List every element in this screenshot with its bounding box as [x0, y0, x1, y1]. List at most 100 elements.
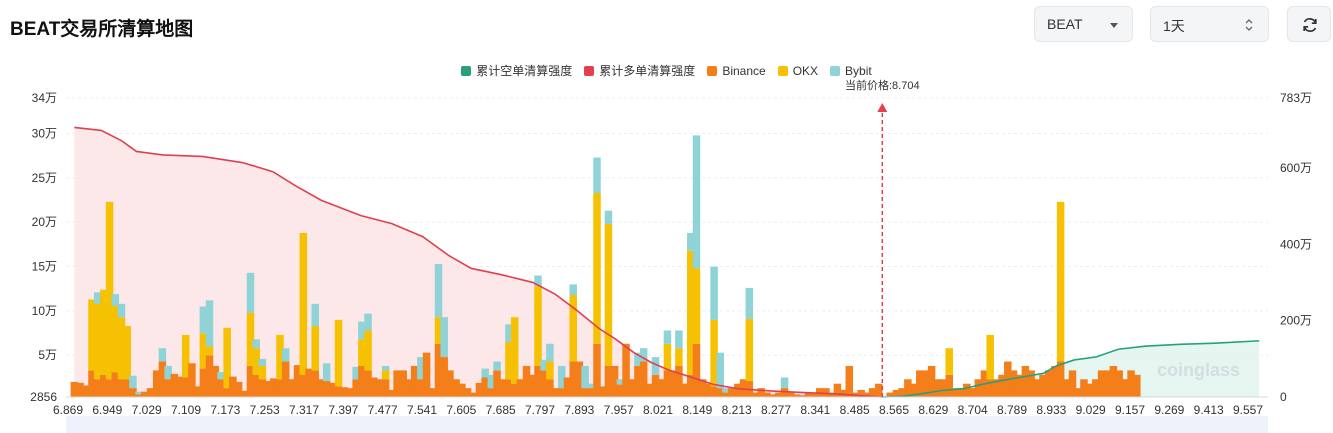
long-cum-area [74, 127, 883, 398]
x-tick-label: 8.341 [800, 403, 830, 417]
bar-binance [581, 388, 589, 397]
bar-binance [998, 374, 1006, 397]
bar-binance [616, 384, 625, 397]
x-tick-label: 8.704 [958, 403, 988, 417]
bar-binance [687, 374, 695, 397]
legend-item-short_cum[interactable]: 累计空单清算强度 [461, 62, 572, 79]
bar-bybit [281, 348, 290, 362]
x-tick-label: 8.933 [1036, 403, 1066, 417]
bar-bybit [692, 135, 701, 269]
bar-binance [757, 388, 765, 397]
bar-binance [287, 379, 296, 397]
bar-bybit [616, 379, 625, 385]
legend-label: Bybit [845, 63, 872, 78]
bar-binance [1039, 374, 1047, 397]
bar-binance [927, 365, 936, 397]
current-price-marker: 当前价格:8.704 [845, 78, 920, 397]
bar-binance [598, 386, 607, 397]
bar-binance [692, 343, 701, 397]
bar-bybit [604, 210, 613, 225]
bar-binance [657, 379, 666, 397]
long-cum-line [74, 126, 883, 398]
legend-item-long_cum[interactable]: 累计多单清算强度 [584, 62, 695, 79]
legend-swatch [707, 65, 718, 76]
bar-binance [217, 379, 225, 397]
period-select[interactable]: 1天 [1150, 6, 1269, 42]
bar-binance [234, 381, 243, 397]
bar-binance [1044, 370, 1053, 397]
bar-binance [334, 386, 343, 397]
bar-okx [663, 343, 672, 371]
bar-binance [933, 379, 942, 397]
bar-bybit [111, 294, 120, 306]
bar-okx [604, 224, 613, 366]
bar-bybit [258, 358, 267, 366]
y-right-tick-label: 600万 [1280, 161, 1312, 175]
x-tick-label: 7.477 [368, 403, 398, 417]
legend-item-okx[interactable]: OKX [777, 63, 819, 78]
bar-binance [199, 368, 208, 397]
bar-bybit [381, 365, 390, 371]
bar-bybit [540, 359, 548, 371]
x-range-strip [66, 416, 1268, 433]
bar-binance [510, 383, 519, 397]
bar-binance [440, 357, 448, 397]
legend-item-binance[interactable]: Binance [707, 64, 766, 78]
bar-binance [563, 377, 572, 397]
bar-okx [88, 299, 96, 371]
bar-binance [417, 379, 425, 397]
bar-binance [123, 379, 131, 397]
bar-binance [299, 374, 308, 397]
cumulative-areas [74, 127, 1260, 398]
bar-okx [223, 327, 231, 389]
bar-binance [410, 365, 419, 397]
bar-okx [569, 295, 577, 362]
bar-binance [1097, 370, 1106, 397]
bar-okx [986, 334, 994, 380]
bar-binance [945, 374, 953, 397]
bar-bybit [322, 363, 331, 382]
bar-binance [704, 383, 713, 397]
bar-bybit [358, 321, 366, 340]
bar-binance [875, 383, 883, 397]
bar-okx [276, 334, 284, 380]
bar-binance [1027, 370, 1035, 397]
bar-binance [1115, 370, 1123, 397]
bar-binance [428, 388, 437, 397]
bar-binance [258, 379, 267, 397]
bar-binance [1021, 365, 1030, 397]
x-tick-label: 9.413 [1194, 403, 1224, 417]
x-tick-label: 7.397 [328, 403, 358, 417]
legend-swatch [777, 65, 788, 76]
y-right-tick-label: 400万 [1280, 237, 1312, 251]
bar-binance [446, 370, 454, 397]
bar-bybit [558, 365, 566, 389]
y-right-tick-label: 783万 [1280, 91, 1312, 105]
bar-binance [628, 379, 636, 397]
bar-binance [868, 388, 877, 397]
symbol-select[interactable]: BEAT [1034, 6, 1133, 42]
symbol-select-value: BEAT [1047, 16, 1083, 32]
bar-okx [252, 348, 260, 375]
bar-binance [146, 388, 155, 397]
short-cum-line [882, 340, 1260, 398]
bar-binance [117, 379, 126, 397]
bar-okx [205, 346, 214, 356]
bar-binance [698, 379, 707, 397]
refresh-button[interactable] [1287, 6, 1331, 42]
bar-binance [558, 388, 566, 397]
bar-binance [193, 386, 202, 397]
bar-bybit [663, 330, 672, 344]
bar-binance [176, 376, 184, 397]
bar-binance [311, 370, 319, 397]
x-tick-label: 8.021 [643, 403, 673, 417]
bar-binance [322, 381, 331, 397]
bar-binance [82, 385, 91, 397]
legend-label: OKX [792, 63, 819, 78]
bar-binance [158, 361, 167, 397]
legend-item-bybit[interactable]: Bybit [830, 64, 872, 78]
bar-binance [992, 379, 1000, 397]
bar-bybit [352, 366, 360, 380]
bar-binance [540, 370, 548, 397]
y-left-tick-label: 34万 [32, 91, 57, 105]
